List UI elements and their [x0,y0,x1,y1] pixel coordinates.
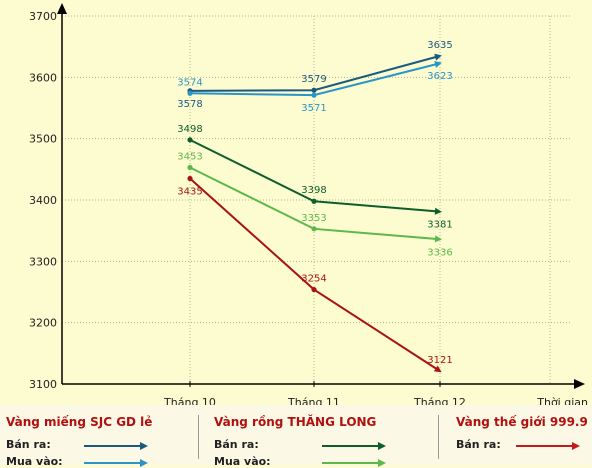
data-point [311,87,317,93]
legend-title-thanglong: Vàng rồng THĂNG LONG [214,415,377,429]
legend-swatch-tl-sell [322,445,378,447]
x-tick-label: Tháng 12 [413,396,466,405]
series-arrow-icon [434,61,442,68]
data-label: 3381 [427,220,452,231]
axes [57,3,585,389]
legend-separator [198,415,199,459]
data-label: 3571 [301,103,326,114]
legend-swatch-world-sell [516,445,572,447]
series-group [187,53,442,373]
legend: Vàng miếng SJC GD lẻ Bán ra: Mua vào: Và… [0,405,592,468]
legend-title-world: Vàng thế giới 999.9 [456,415,588,429]
series-arrow-icon [433,365,442,373]
data-label: 3578 [177,99,202,110]
y-tick-label: 3500 [29,133,57,146]
y-tick-label: 3100 [29,378,57,391]
x-axis-arrow-icon [574,379,585,389]
data-point [311,286,317,293]
data-point [311,226,317,232]
y-tick-label: 3700 [29,10,57,23]
legend-swatch-tl-buy [322,462,378,464]
data-point [187,90,193,96]
legend-arrow-tl-buy-icon [378,459,386,467]
x-axis-label: Thời gian [536,396,588,405]
data-label: 3398 [301,185,326,196]
x-tick-label: Tháng 10 [163,396,216,405]
data-label: 3254 [301,274,326,285]
data-label: 3498 [177,124,202,135]
data-label: 3453 [177,151,202,162]
series-arrow-icon [434,207,442,215]
data-label: 3435 [177,187,202,198]
y-tick-label: 3200 [29,317,57,330]
legend-label-tl-buy: Mua vào: [214,455,271,468]
y-tick-label: 3300 [29,255,57,268]
legend-arrow-tl-sell-icon [378,442,386,450]
legend-title-sjc: Vàng miếng SJC GD lẻ [6,415,153,429]
legend-label-sjc-buy: Mua vào: [6,455,63,468]
data-label: 3574 [177,77,202,88]
data-label: 3336 [427,247,452,258]
data-labels: 3578 3579 3635 3574 3571 3623 3498 3398 3381 3453… [177,40,452,366]
legend-label-tl-sell: Bán ra: [214,438,259,451]
y-tick-label: 3600 [29,71,57,84]
data-label: 3635 [427,40,452,51]
x-tick-labels: Tháng 10 Tháng 11 Tháng 12 Thời gian [163,396,588,405]
x-tick-label: Tháng 11 [287,396,340,405]
data-point [187,137,193,143]
legend-swatch-sjc-buy [84,462,140,464]
legend-label-sjc-sell: Bán ra: [6,438,51,451]
legend-separator [438,415,439,459]
y-axis-arrow-icon [57,3,67,14]
series-arrow-icon [434,53,442,61]
y-tick-labels: 3100 3200 3300 3400 3500 3600 3700 [29,10,57,391]
data-label: 3579 [301,74,326,85]
data-point [187,175,193,182]
legend-swatch-sjc-sell [84,445,140,447]
legend-label-world-sell: Bán ra: [456,438,501,451]
data-point [311,92,317,98]
data-label: 3353 [301,213,326,224]
series-arrow-icon [434,235,442,243]
legend-arrow-world-sell-icon [572,442,580,450]
y-tick-label: 3400 [29,194,57,207]
legend-arrow-sjc-buy-icon [140,459,148,467]
legend-arrow-sjc-sell-icon [140,442,148,450]
data-label: 3623 [427,71,452,82]
data-point [311,198,317,204]
data-label: 3121 [427,355,452,366]
data-point [187,164,193,171]
grid [62,15,570,384]
